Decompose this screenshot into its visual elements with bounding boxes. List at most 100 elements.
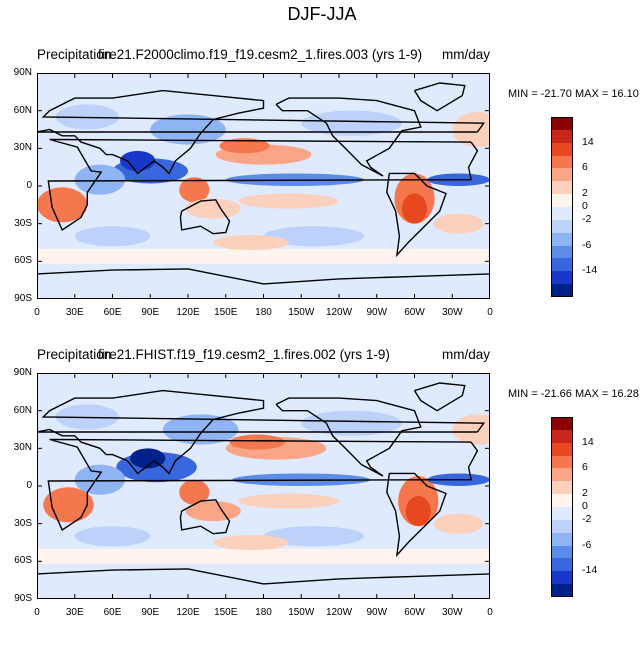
- panel-2-y-tick-label: 60S: [14, 555, 32, 567]
- panel-2-colorbar-swatch: [551, 545, 573, 559]
- panel-2-y-tick-label: 0: [26, 480, 32, 491]
- panel-2-colorbar-swatch: [551, 442, 573, 457]
- panel-1-colorbar-label: 6: [582, 161, 588, 174]
- panel-2-colorbar-label: 6: [582, 461, 588, 474]
- panel-2-y-tick-label: 60N: [13, 404, 32, 416]
- panel-2-anomaly-region: [405, 496, 431, 527]
- panel-2-stats: MIN = -21.66 MAX = 16.28: [508, 388, 639, 400]
- panel-2-x-tick-label: 150E: [214, 607, 238, 618]
- panel-1-colorbar-swatch: [551, 142, 573, 157]
- panel-2-colorbar-swatch: [551, 571, 573, 585]
- panel-2-colorbar-label: -14: [582, 564, 598, 577]
- panel-1-colorbar-border: [551, 117, 573, 297]
- panel-1-coastline: [47, 138, 479, 231]
- panel-2-anomaly-region: [229, 434, 285, 450]
- panel-2-map-svg: [37, 373, 490, 599]
- panel-1-colorbar-swatch: [551, 245, 573, 259]
- panel-2-colorbar-swatch: [551, 507, 573, 521]
- panel-2-x-tick-label: 180: [255, 607, 272, 618]
- panel-1-x-tick-label: 0: [487, 307, 493, 318]
- panel-1-y-tick-label: 0: [26, 180, 32, 191]
- panel-2-colorbar-label: 0: [582, 500, 588, 512]
- panel-2-colorbar-swatch: [551, 468, 573, 482]
- panel-1-colorbar-label: -2: [582, 212, 592, 225]
- panel-1-colorbar: [551, 117, 573, 298]
- panel-1-coastline: [37, 89, 486, 175]
- panel-2-colorbar-swatch: [551, 519, 573, 534]
- panel-2-x-tick-label: 120W: [325, 607, 353, 618]
- panel-1-anomaly-region: [401, 193, 428, 224]
- panel-2-colorbar-swatch: [551, 532, 573, 547]
- panel-1-anomaly-region: [37, 187, 88, 223]
- panel-1-colorbar-label: 2: [582, 187, 588, 200]
- panel-1-x-tick-label: 150W: [288, 307, 315, 318]
- panel-1-anomaly-region: [219, 138, 270, 154]
- panel-1-colorbar-label: -6: [582, 238, 592, 251]
- panel-1: Precipitation fire21.F2000climo.f19_f19.…: [0, 47, 644, 347]
- panel-2-case-name: fire21.FHIST.f19_f19.cesm2_1.fires.002 (…: [98, 347, 390, 362]
- panel-1-anomaly-region: [263, 226, 365, 247]
- panel-2-anomaly-region: [162, 414, 239, 445]
- panel-1-colorbar-swatch: [551, 117, 573, 131]
- panel-2-colorbar-label: -2: [582, 512, 592, 525]
- panel-2-coastline: [37, 389, 486, 475]
- panel-2-x-tick-label: 0: [34, 607, 40, 618]
- panel-2-x-tick-label: 90E: [141, 607, 160, 618]
- panel-1-y-tick-label: 60N: [13, 104, 32, 116]
- figure-title: DJF-JJA: [287, 4, 357, 24]
- panel-1-y-tick-label: 30S: [14, 217, 32, 229]
- panel-2-colorbar-label: 2: [582, 487, 588, 500]
- panel-1-anomaly-region: [120, 150, 156, 171]
- panel-1-anomaly-region: [185, 198, 241, 219]
- panel-2-map: [37, 373, 490, 599]
- panel-1-colorbar-label: 0: [582, 200, 588, 212]
- panel-2-y-tick-label: 30S: [14, 517, 32, 529]
- panel-2-colorbar-swatch: [551, 558, 573, 572]
- panel-1-title: Precipitation fire21.F2000climo.f19_f19.…: [37, 47, 422, 62]
- panel-1-x-tick-label: 120W: [325, 307, 353, 318]
- panel-1-y-tick-label: 90S: [14, 293, 32, 304]
- panel-2-colorbar-swatch: [551, 481, 573, 495]
- panel-1-variable: Precipitation: [37, 47, 112, 62]
- panel-1-y-tick-label: 30N: [13, 142, 32, 154]
- panel-1-anomaly-region: [179, 177, 210, 203]
- panel-2-colorbar-swatch: [551, 429, 573, 444]
- panel-1-field-band: [37, 248, 490, 264]
- panel-1-map: [37, 73, 490, 299]
- panel-2-x-tick-label: 60E: [103, 607, 122, 618]
- panel-1-colorbar-swatch: [551, 181, 573, 195]
- panel-2-x-tick-label: 90W: [366, 607, 388, 618]
- panel-2-coastline: [37, 568, 490, 585]
- panel-2-anomaly-region: [43, 487, 94, 523]
- panel-2-anomaly-region: [301, 410, 402, 436]
- panel-2-x-tick-label: 30W: [441, 607, 463, 618]
- panel-2-coastline: [179, 499, 231, 535]
- panel-1-y-tick-label: 60S: [14, 255, 32, 267]
- panel-1-anomaly-region: [301, 110, 402, 136]
- panel-2-x-tick-label: 30E: [65, 607, 84, 618]
- panel-2: Precipitation fire21.FHIST.f19_f19.cesm2…: [0, 347, 644, 647]
- panel-1-anomaly-region: [150, 114, 226, 145]
- panel-1-y-tick-label: 90N: [13, 67, 32, 78]
- panel-2-x-tick-label: 120E: [176, 607, 200, 618]
- panel-1-x-tick-label: 90E: [141, 307, 160, 318]
- panel-1-x-tick-label: 60W: [404, 307, 425, 318]
- panel-1-colorbar-swatch: [551, 194, 573, 208]
- panel-2-anomaly-region: [238, 493, 339, 509]
- panel-1-x-tick-label: 30E: [65, 307, 84, 318]
- panel-1-coastline: [179, 199, 231, 235]
- panel-1-colorbar-swatch: [551, 155, 573, 169]
- panel-2-title: Precipitation fire21.FHIST.f19_f19.cesm2…: [37, 347, 390, 362]
- panel-1-colorbar-swatch: [551, 284, 573, 298]
- panel-2-colorbar-swatch: [551, 584, 573, 598]
- panel-1-colorbar-swatch: [551, 232, 573, 247]
- panel-1-x-tick-label: 60E: [103, 307, 122, 318]
- panel-1-colorbar-swatch: [551, 168, 573, 182]
- panel-2-y-tick-label: 90S: [14, 593, 32, 604]
- panel-1-x-tick-label: 150E: [214, 307, 238, 318]
- panel-2-anomaly-region: [185, 501, 241, 522]
- panel-2-y-tick-label: 90N: [13, 367, 32, 378]
- panel-1-units: mm/day: [441, 47, 490, 62]
- panel-2-colorbar: [551, 417, 573, 598]
- panel-1-anomaly-region: [74, 226, 151, 247]
